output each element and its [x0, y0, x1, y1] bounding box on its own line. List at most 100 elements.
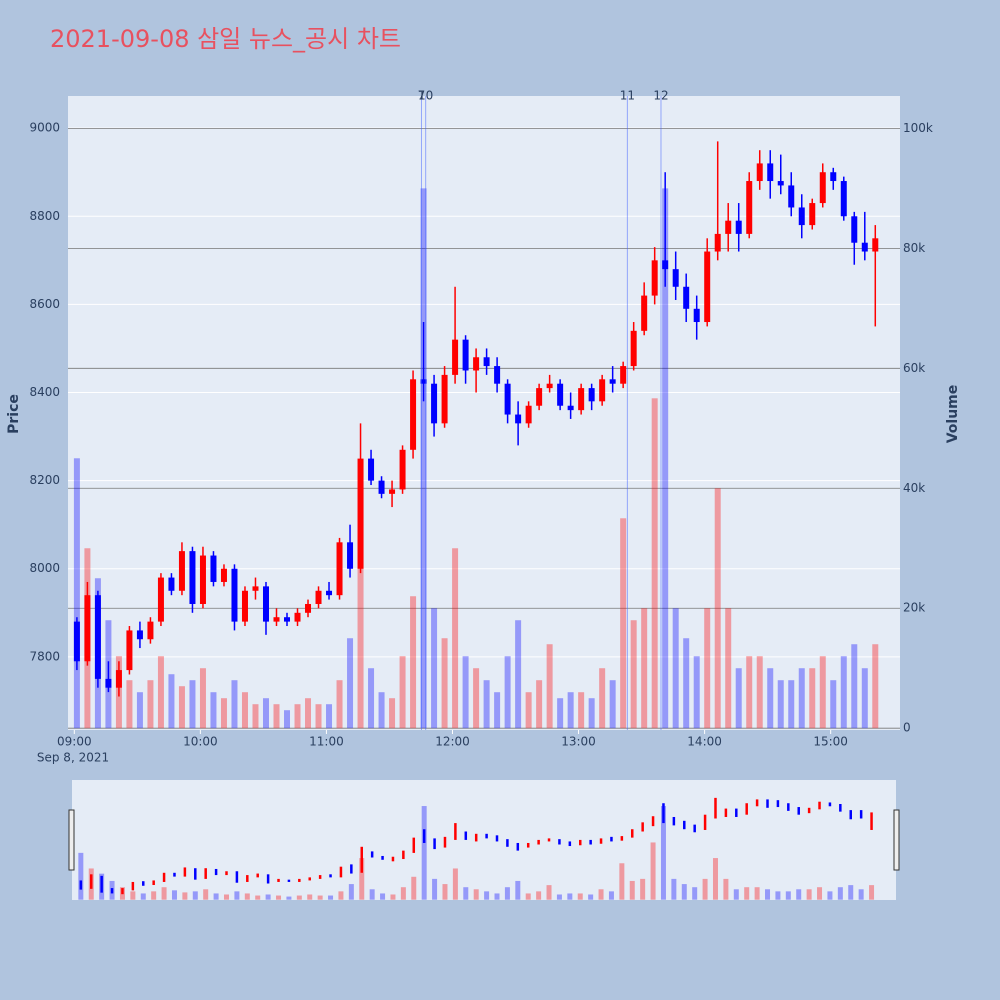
slider-volume-bar [161, 887, 167, 900]
x-tick-label: 13:00 [561, 735, 596, 749]
slider-volume-bar [452, 868, 458, 900]
volume-bar [651, 398, 658, 729]
candle-body [168, 577, 175, 591]
y2-tick-label: 100k [903, 121, 933, 135]
volume-bar [672, 608, 679, 729]
slider-volume-bar [348, 884, 354, 900]
slider-volume-bar [400, 887, 406, 900]
volume-bar [462, 656, 469, 729]
candle-body [231, 568, 238, 622]
slider-volume-bar [588, 894, 594, 900]
candle-body [347, 542, 354, 569]
candle-body [84, 595, 91, 662]
volume-bar [704, 608, 711, 729]
y-tick-label: 8400 [29, 385, 60, 399]
candle-body [756, 163, 763, 182]
volume-bar [431, 608, 438, 729]
x-tick-label: 09:00 [57, 735, 92, 749]
slider-volume-bar [484, 891, 490, 900]
candle-body [441, 374, 448, 424]
candle-body [294, 612, 301, 622]
candle-body [336, 542, 343, 596]
candle-body [830, 172, 837, 182]
slider-volume-bar [255, 895, 261, 900]
candle-body [252, 586, 259, 591]
candle-body [872, 238, 879, 252]
slider-volume-bar [494, 893, 500, 900]
slider-volume-bar [192, 891, 198, 900]
candle-body [557, 383, 564, 406]
slider-volume-bar [796, 889, 802, 900]
candle-body [504, 383, 511, 415]
slider-volume-bar [359, 858, 365, 900]
volume-bar [620, 518, 627, 729]
candle-body [157, 577, 164, 622]
volume-bar [136, 692, 143, 729]
candle-body [462, 339, 469, 371]
slider-volume-bar [785, 891, 791, 900]
candle-body [620, 366, 627, 384]
candle-body [136, 630, 143, 640]
slider-volume-bar [817, 887, 823, 900]
candle-body [210, 555, 217, 582]
volume-bar [714, 488, 721, 729]
candle-body [399, 449, 406, 490]
slider-handle-right[interactable] [893, 809, 900, 871]
candle-body [284, 617, 291, 622]
candle-body [840, 181, 847, 217]
candle-body [672, 269, 679, 287]
candle-body [105, 678, 112, 688]
volume-bar [357, 488, 364, 729]
candle-body [630, 330, 637, 367]
volume-bar [326, 704, 333, 729]
slider-volume-bar [369, 889, 375, 900]
slider-volume-bar [536, 891, 542, 900]
x-tick-label: 15:00 [813, 735, 848, 749]
volume-bar [399, 656, 406, 729]
candle-body [241, 590, 248, 622]
y2-tick-label: 80k [903, 241, 925, 255]
slider-handle-left[interactable] [68, 809, 75, 871]
candle-body [199, 555, 206, 604]
volume-bar [536, 680, 543, 729]
slider-volume-bar [504, 887, 510, 900]
slider-volume-bar [712, 858, 718, 900]
slider-volume-bar [140, 893, 146, 900]
slider-volume-bar [421, 806, 427, 900]
range-slider[interactable] [72, 780, 896, 900]
volume-bar [347, 638, 354, 729]
volume-bar [683, 638, 690, 729]
volume-bar [178, 686, 185, 729]
volume-bar [767, 668, 774, 729]
volume-bar [189, 680, 196, 729]
slider-volume-bar [203, 889, 209, 900]
slider-volume-bar [390, 894, 396, 900]
candle-body [819, 172, 826, 204]
slider-volume-bar [265, 894, 271, 900]
slider-volume-bar [546, 885, 552, 900]
candle-body [494, 366, 501, 384]
slider-volume-bar [827, 891, 833, 900]
volume-bar [777, 680, 784, 729]
slider-volume-bar [744, 887, 750, 900]
volume-bar [410, 596, 417, 729]
candle-body [305, 603, 312, 613]
slider-volume-bar [432, 878, 438, 900]
candle-body [662, 260, 669, 270]
slider-volume-bar [130, 891, 136, 900]
annotation-label: 7 [418, 89, 426, 103]
y-tick-label: 8600 [29, 297, 60, 311]
candle-body [431, 383, 438, 424]
candle-body [641, 295, 648, 331]
volume-bar [241, 692, 248, 729]
slider-volume-bar [223, 894, 229, 900]
slider-volume-bar [858, 889, 864, 900]
candle-body [73, 621, 80, 662]
candle-body [94, 595, 101, 679]
candle-body [536, 388, 543, 406]
slider-volume-bar [806, 889, 812, 900]
slider-volume-bar [338, 891, 344, 900]
slider-volume-bar [213, 893, 219, 900]
candle-body [546, 383, 553, 389]
